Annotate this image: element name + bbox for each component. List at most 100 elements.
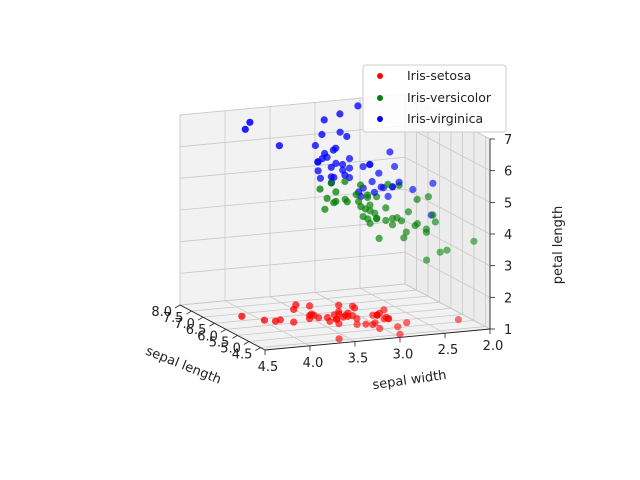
data-point-virginica — [354, 102, 362, 110]
data-points — [238, 102, 478, 343]
data-point-virginica — [275, 142, 283, 150]
data-point-virginica — [343, 132, 351, 141]
data-point-virginica — [345, 164, 354, 172]
data-point-setosa — [306, 302, 314, 310]
data-point-versicolor — [352, 191, 360, 199]
data-point-virginica — [368, 178, 376, 186]
data-point-versicolor — [341, 177, 349, 186]
x-gridline-floor — [191, 289, 417, 312]
data-point-virginica — [391, 162, 399, 171]
z-gridline-side — [404, 283, 491, 330]
data-point-virginica — [370, 188, 378, 196]
data-point-versicolor — [397, 217, 406, 225]
data-point-virginica — [386, 148, 394, 156]
data-point-setosa — [335, 335, 343, 343]
data-point-versicolor — [443, 246, 451, 254]
z-tick-label: 3 — [504, 260, 512, 275]
data-point-versicolor — [382, 216, 390, 225]
data-point-setosa — [353, 315, 361, 323]
data-point-setosa — [351, 304, 359, 312]
data-point-versicolor — [422, 228, 430, 236]
data-point-setosa — [271, 317, 280, 325]
data-point-virginica — [409, 185, 417, 194]
data-point-versicolor — [375, 234, 383, 242]
data-point-versicolor — [400, 234, 408, 242]
z-gridline-back — [179, 283, 406, 306]
data-point-versicolor — [423, 256, 431, 264]
x-tick-label: 7.5 — [163, 311, 184, 326]
data-point-versicolor — [411, 222, 419, 230]
z-axis-label: petal length — [551, 206, 566, 285]
data-point-versicolor — [357, 202, 365, 211]
data-point-versicolor — [359, 213, 367, 221]
data-point-setosa — [403, 319, 411, 327]
data-point-virginica — [429, 179, 437, 187]
y-tick-label: 4.0 — [303, 356, 324, 371]
data-point-setosa — [308, 310, 316, 318]
z-tick-label: 1 — [504, 323, 512, 338]
x-tick-mark — [255, 347, 261, 351]
z-tick-label: 2 — [504, 291, 512, 306]
data-point-virginica — [384, 192, 392, 200]
data-point-versicolor — [388, 214, 397, 223]
y-tick-label: 3.0 — [393, 347, 414, 362]
z-gridline-side — [404, 251, 491, 298]
data-point-versicolor — [429, 211, 437, 219]
y-tick-label: 2.0 — [483, 339, 504, 354]
legend-label-setosa: Iris-setosa — [407, 68, 471, 83]
data-point-versicolor — [431, 218, 439, 226]
data-point-virginica — [318, 130, 326, 139]
data-point-versicolor — [323, 194, 331, 202]
data-point-versicolor — [388, 221, 397, 229]
x-tick-label: 6.0 — [197, 329, 218, 344]
z-gridline-side — [404, 188, 491, 235]
data-point-virginica — [316, 174, 324, 182]
z-tick-label: 6 — [504, 165, 512, 180]
data-point-versicolor — [382, 204, 390, 212]
data-point-virginica — [311, 141, 319, 150]
x-tick-mark — [232, 335, 238, 339]
data-point-setosa — [238, 312, 246, 320]
data-point-setosa — [454, 316, 462, 324]
z-gridline-back — [179, 251, 406, 274]
data-point-setosa — [369, 321, 377, 329]
x-tick-mark — [209, 322, 215, 327]
data-point-setosa — [396, 330, 404, 338]
x-gridline-floor — [248, 320, 474, 342]
legend-label-versicolor: Iris-versicolor — [407, 90, 492, 105]
z-gridline-back — [179, 156, 406, 179]
data-point-virginica — [327, 173, 335, 181]
data-point-virginica — [329, 146, 337, 154]
x-gridline-floor — [237, 314, 463, 336]
data-point-versicolor — [363, 191, 372, 199]
y-tick-label: 3.5 — [348, 352, 369, 367]
legend: Iris-setosa Iris-versicolor Iris-virgini… — [362, 64, 507, 133]
data-point-virginica — [241, 125, 249, 133]
data-point-versicolor — [373, 215, 381, 223]
y-gridline-floor — [359, 287, 446, 334]
data-point-setosa — [382, 313, 390, 321]
x-tick-mark — [220, 328, 227, 333]
tick-labels: 4.55.05.56.06.57.07.58.02.02.53.03.54.04… — [151, 133, 512, 375]
data-point-setosa — [339, 313, 347, 321]
x-tick-mark — [243, 341, 250, 345]
data-point-virginica — [314, 167, 322, 175]
data-point-setosa — [335, 307, 343, 316]
y-tick-label: 2.5 — [438, 343, 459, 358]
data-point-versicolor — [404, 208, 412, 216]
data-point-versicolor — [424, 193, 432, 201]
data-point-versicolor — [332, 197, 340, 205]
data-point-setosa — [394, 323, 402, 331]
y-tick-label: 4.5 — [258, 360, 279, 375]
data-point-virginica — [395, 178, 403, 186]
data-point-setosa — [335, 301, 343, 309]
legend-box — [362, 64, 507, 133]
z-tick-label: 4 — [504, 228, 512, 243]
data-point-setosa — [380, 306, 388, 314]
data-point-versicolor — [384, 180, 392, 188]
x-axis-line — [179, 304, 266, 351]
y-axis-line — [264, 328, 491, 351]
x-tick-mark — [186, 310, 192, 315]
data-point-virginica — [377, 183, 385, 191]
